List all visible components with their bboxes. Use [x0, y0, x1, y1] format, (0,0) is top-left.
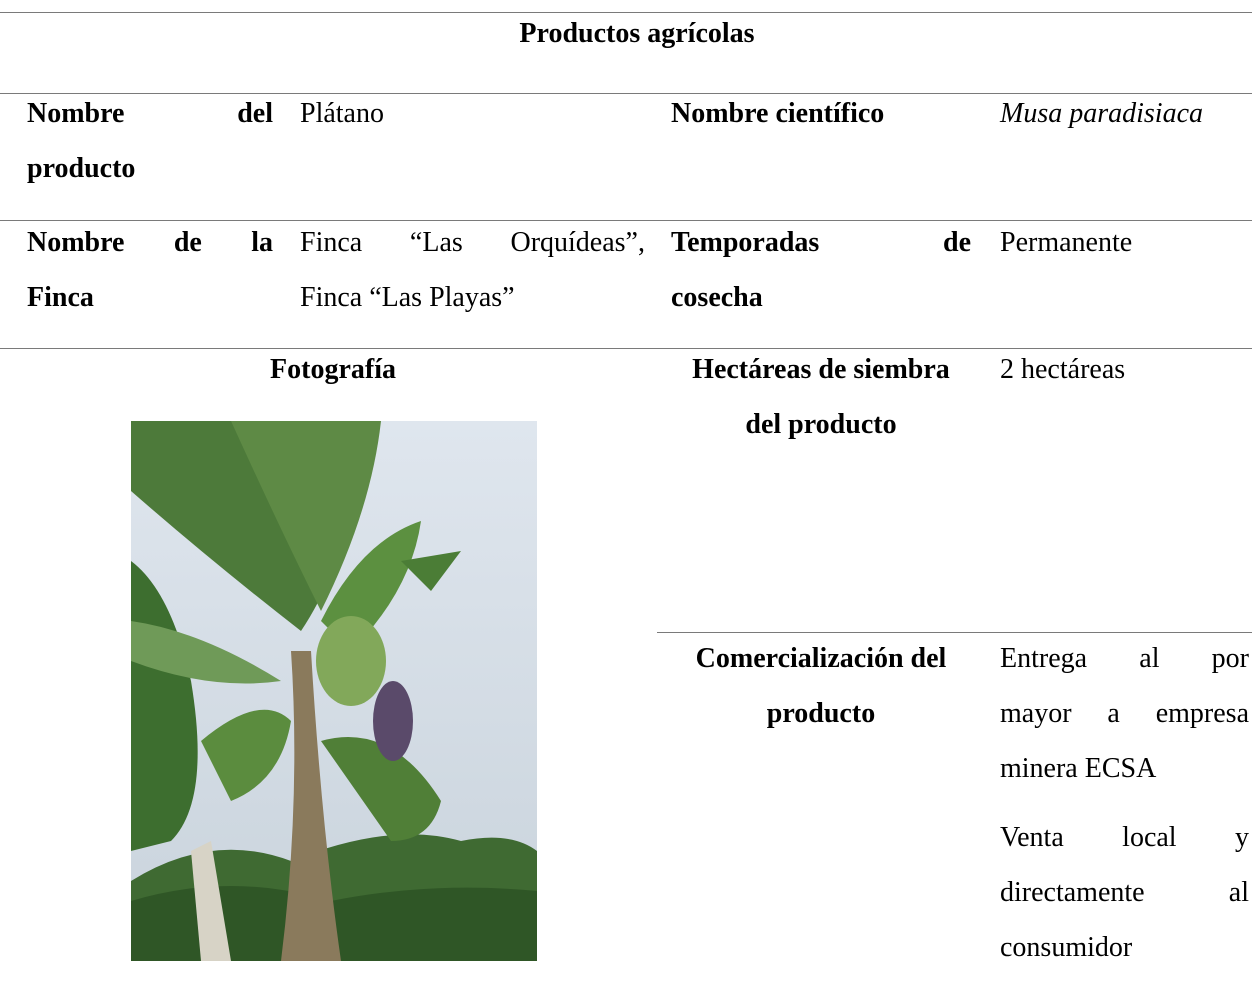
- cell-value: Finca “Las Playas”: [300, 282, 515, 313]
- rule: [0, 220, 1252, 221]
- cell-value: Plátano: [300, 98, 384, 129]
- area-cell: 2 hectáreas: [1000, 342, 1250, 397]
- area-value: 2 hectáreas: [1000, 354, 1126, 385]
- rule: [0, 348, 1252, 349]
- cell-label: Nombre científico: [671, 98, 885, 129]
- commerce-line: mayor a empresa: [1000, 698, 1249, 729]
- commerce-line: consumidor: [1000, 932, 1133, 963]
- commerce-line: directamente al: [1000, 877, 1249, 908]
- rule: [0, 12, 1252, 13]
- commerce-line: minera ECSA: [1000, 753, 1157, 784]
- table-cell: Musa paradisiaca: [1000, 86, 1250, 141]
- cell-label: Nombre del: [27, 98, 273, 129]
- title-cell: Productos agrícolas: [0, 6, 1252, 61]
- paragraph: Venta local y directamente al consumidor: [1000, 810, 1249, 975]
- table-cell: Permanente: [1000, 215, 1250, 270]
- table-cell: Nombre científico: [671, 86, 971, 141]
- table-cell: Nombre de la Finca: [27, 215, 273, 325]
- table-cell: Temporadas de cosecha: [671, 215, 971, 325]
- area-label: del producto: [745, 409, 897, 440]
- commerce-line: Entrega al por: [1000, 643, 1249, 674]
- commerce-label: Comercialización del: [695, 643, 947, 674]
- commerce-label: producto: [766, 698, 876, 729]
- cell-label: cosecha: [671, 282, 763, 313]
- photo-label-cell: Fotografía: [27, 342, 639, 397]
- cell-value: Permanente: [1000, 227, 1133, 258]
- cell-label: Nombre de la: [27, 227, 273, 258]
- rule: [0, 93, 1252, 94]
- paragraph: Entrega al por mayor a empresa minera ECSA: [1000, 631, 1249, 796]
- rule: [657, 632, 1252, 633]
- photo: [131, 421, 537, 961]
- table-cell: Plátano: [300, 86, 645, 141]
- commerce-label-cell: Comercialización del producto: [671, 631, 971, 741]
- area-label-cell: Hectáreas de siembra del producto: [671, 342, 971, 452]
- cell-label: Finca: [27, 282, 94, 313]
- cell-value: Finca “Las Orquídeas”,: [300, 227, 645, 258]
- table-cell: Nombre del producto: [27, 86, 273, 196]
- cell-label: producto: [27, 153, 136, 184]
- table-cell: Finca “Las Orquídeas”, Finca “Las Playas”: [300, 215, 645, 325]
- commerce-cell: Entrega al por mayor a empresa minera ECSA…: [1000, 631, 1249, 975]
- cell-value: Musa paradisiaca: [1000, 98, 1203, 129]
- commerce-line: Venta local y: [1000, 822, 1249, 853]
- cell-label: Temporadas de: [671, 227, 971, 258]
- photo-label: Fotografía: [270, 354, 396, 385]
- area-label: Hectáreas de siembra: [692, 354, 950, 385]
- table-title: Productos agrícolas: [519, 18, 755, 49]
